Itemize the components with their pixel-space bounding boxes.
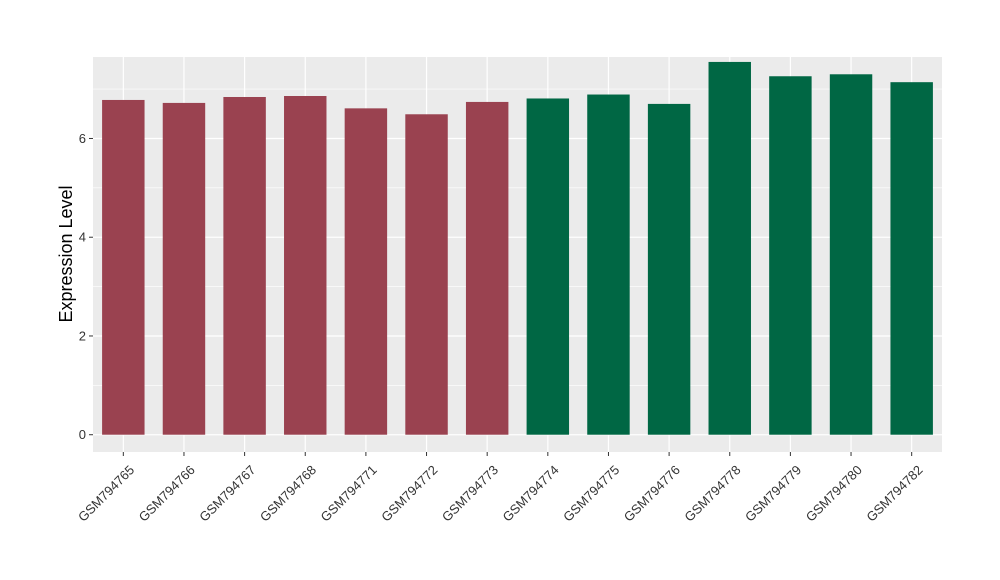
bar-GSM794776 bbox=[647, 103, 691, 435]
x-tick-label: GSM794773 bbox=[439, 462, 501, 524]
bar-GSM794782 bbox=[890, 82, 933, 435]
x-tick-label: GSM794778 bbox=[681, 462, 743, 524]
bar-GSM794775 bbox=[587, 94, 630, 435]
plot-panel bbox=[93, 57, 942, 452]
x-tick-label: GSM794767 bbox=[196, 462, 258, 524]
bar-GSM794772 bbox=[405, 114, 448, 435]
x-tick-label: GSM794779 bbox=[742, 462, 804, 524]
x-tick-label: GSM794774 bbox=[500, 462, 562, 524]
x-tick-label: GSM794771 bbox=[318, 462, 380, 524]
x-tick-label: GSM794765 bbox=[75, 462, 137, 524]
bar-GSM794766 bbox=[162, 102, 206, 435]
y-tick-label: 0 bbox=[79, 427, 86, 442]
x-tick-label: GSM794775 bbox=[560, 462, 622, 524]
y-axis-title: Expression Level bbox=[56, 185, 76, 322]
bars bbox=[102, 61, 933, 435]
y-tick-label: 4 bbox=[79, 230, 86, 245]
y-axis: 0 2 4 6 bbox=[79, 131, 93, 442]
x-tick-label: GSM794780 bbox=[803, 462, 865, 524]
x-axis: GSM794765GSM794766GSM794767GSM794768GSM7… bbox=[75, 452, 926, 525]
bar-GSM794771 bbox=[344, 108, 388, 435]
bar-GSM794774 bbox=[526, 98, 570, 435]
bar-GSM794765 bbox=[102, 99, 145, 435]
x-tick-label: GSM794768 bbox=[257, 462, 319, 524]
bar-GSM794779 bbox=[769, 76, 812, 435]
y-tick-label: 2 bbox=[79, 328, 86, 343]
x-tick-label: GSM794782 bbox=[863, 462, 925, 524]
x-tick-label: GSM794776 bbox=[621, 462, 683, 524]
bar-GSM794778 bbox=[708, 61, 751, 435]
bar-GSM794780 bbox=[829, 74, 873, 435]
bar-GSM794767 bbox=[223, 96, 266, 435]
x-tick-label: GSM794766 bbox=[136, 462, 198, 524]
bar-GSM794773 bbox=[465, 101, 509, 435]
y-tick-label: 6 bbox=[79, 131, 86, 146]
x-tick-label: GSM794772 bbox=[378, 462, 440, 524]
bar-GSM794768 bbox=[284, 96, 327, 435]
